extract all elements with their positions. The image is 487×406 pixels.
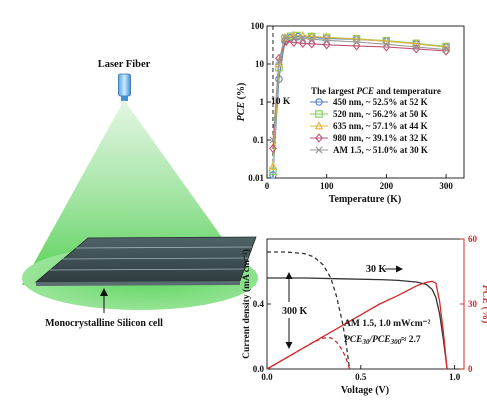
data-point — [275, 57, 283, 65]
data-point — [268, 161, 278, 170]
data-point — [323, 36, 331, 44]
x-axis-label: Temperature (K) — [329, 194, 402, 205]
y-axis-label: PCE (%) — [236, 83, 247, 122]
data-point — [269, 167, 277, 176]
y-tick-label: 1 — [260, 97, 265, 107]
legend-item-1: 450 nm, ~ 52.5% at 52 K — [310, 97, 428, 107]
laser-illustration: Laser Fiber Monocrystalline Silicon cell — [22, 59, 258, 329]
data-point — [382, 40, 390, 48]
ratio-sub1: 30 — [361, 338, 370, 346]
data-point — [269, 136, 277, 144]
legend-marker — [315, 110, 323, 118]
y-axis-label-pce: PCE — [236, 102, 247, 122]
y-tick-label: 0.0 — [253, 364, 265, 374]
arrow-right-icon — [385, 265, 403, 273]
data-point — [442, 45, 450, 54]
ratio-prefix: PCE — [344, 335, 362, 345]
y-axis-right-unit: (%) — [480, 304, 487, 323]
data-point — [281, 33, 289, 41]
data-point — [289, 37, 298, 48]
y-tick-label: 0.4 — [253, 299, 265, 309]
y-tick-label: 0.1 — [253, 135, 265, 145]
series-30-k-pce — [266, 280, 448, 370]
pce-ratio-text: PCE30/PCE300≈ 2.7 — [344, 335, 421, 346]
series-980-nm-39-1-at-32-k — [269, 36, 451, 154]
data-point — [269, 143, 277, 154]
series-line — [272, 40, 447, 149]
y-right-tick-label: 30 — [468, 299, 478, 309]
jv-curve-chart: 0.0 0.5 1.0 0.0 0.4 0 30 60 Voltage (V) Curre… — [241, 234, 487, 396]
x-tick-label: 200 — [380, 181, 394, 191]
series-am-1-5-51-0-at-30-k — [269, 33, 450, 144]
legend-marker — [314, 121, 324, 130]
legend-item-2: 520 nm, ~ 56.2% at 50 K — [310, 109, 428, 119]
legend-marker — [315, 146, 323, 154]
y-axis-right-pce: PCE — [480, 285, 487, 305]
arrow-up-icon — [100, 288, 108, 313]
data-point — [299, 34, 307, 43]
laser-fiber-icon — [118, 73, 131, 101]
series-300-k-pce — [266, 337, 351, 370]
annotation-10k: 10 K — [271, 97, 291, 107]
x-tick-label: 1.0 — [449, 372, 461, 382]
y-axis-label-unit: (%) — [236, 83, 247, 102]
legend: 450 nm, ~ 52.5% at 52 K 520 nm, ~ 56.2% a… — [310, 97, 428, 155]
legend-marker — [315, 133, 323, 143]
y-tick-label: 0.01 — [248, 173, 264, 183]
legend-item-3: 635 nm, ~ 57.1% at 44 K — [310, 121, 428, 131]
data-point — [307, 39, 316, 49]
ratio-sub2: 300 — [390, 338, 402, 346]
plot-frame-2 — [266, 238, 465, 370]
ratio-value: ≈ 2.7 — [401, 335, 421, 345]
data-point — [322, 40, 331, 50]
y-tick-label: 10 — [255, 59, 265, 69]
series-300-k-j-v — [267, 251, 351, 370]
data-point — [308, 35, 316, 43]
y-tick-label: 100 — [251, 21, 265, 31]
ratio-mid: /PCE — [368, 335, 390, 345]
silicon-cell-label: Monocrystalline Silicon cell — [45, 318, 163, 329]
silicon-cell-icon — [34, 236, 257, 286]
legend-item-5: AM 1.5, ~ 51.0% at 30 K — [310, 145, 428, 155]
label-30k: 30 K — [366, 264, 387, 275]
legend-label: AM 1.5, ~ 51.0% at 30 K — [333, 145, 428, 155]
data-point — [298, 38, 307, 48]
y-axis-label-right: PCE (%) — [480, 285, 487, 324]
pce-vs-temperature-chart: 0 100 200 300 0.01 0.1 1 10 100 Temperature (K)… — [236, 21, 465, 205]
legend-label: 635 nm, ~ 57.1% at 44 K — [333, 121, 428, 131]
data-point — [352, 38, 361, 46]
x-tick-label: 100 — [320, 181, 334, 191]
arrow-up-jv-icon — [285, 272, 293, 302]
y-right-tick-label: 60 — [468, 234, 478, 244]
legend-marker — [315, 98, 323, 106]
condition-text: AM 1.5, 1.0 mWcm⁻² — [344, 319, 431, 329]
data-point — [412, 43, 420, 51]
legend-title: The largest PCE and temperature — [311, 86, 441, 96]
arrow-down-pce-icon — [285, 318, 293, 349]
x-tick-label: 0.5 — [355, 372, 367, 382]
y-right-tick-label: 0 — [468, 364, 473, 374]
laser-fiber-label: Laser Fiber — [98, 59, 151, 70]
label-300k: 300 K — [282, 306, 308, 317]
y-axis-label-2: Current density (mA cm⁻²) — [241, 249, 252, 359]
x-tick-label: 0 — [265, 181, 270, 191]
legend-item-4: 980 nm, ~ 39.1% at 32 K — [310, 133, 428, 143]
legend-label: 450 nm, ~ 52.5% at 52 K — [333, 97, 428, 107]
x-axis-label-2: Voltage (V) — [341, 385, 389, 396]
x-tick-label: 300 — [439, 181, 453, 191]
legend-label: 980 nm, ~ 39.1% at 32 K — [333, 133, 428, 143]
x-tick-label: 0.0 — [261, 372, 273, 382]
data-point — [290, 34, 298, 42]
legend-label: 520 nm, ~ 56.2% at 50 K — [333, 109, 428, 119]
